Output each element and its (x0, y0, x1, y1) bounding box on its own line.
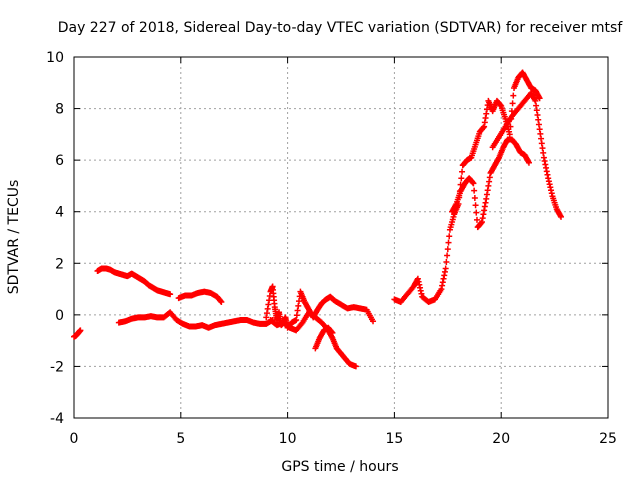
data-point (459, 168, 466, 175)
series-trace-j (489, 90, 535, 151)
data-point (471, 194, 478, 201)
series-trace-a (94, 265, 174, 298)
data-point (472, 202, 479, 209)
series-trace-b (115, 309, 276, 331)
data-point (445, 239, 452, 246)
series-trace-i (528, 90, 565, 220)
data-point (444, 246, 451, 253)
data-point (329, 329, 336, 336)
series-trace-h (449, 136, 532, 231)
x-tick-label: 20 (492, 431, 510, 447)
y-tick-label: 0 (55, 308, 64, 324)
data-point (218, 298, 225, 305)
x-tick-label: 10 (279, 431, 297, 447)
data-point (473, 216, 480, 223)
data-point (77, 327, 84, 334)
series-trace-f (312, 324, 336, 352)
data-point (352, 363, 359, 370)
data-point (506, 131, 513, 138)
data-point (470, 180, 477, 187)
y-tick-label: -4 (50, 411, 64, 427)
data-point (370, 318, 377, 325)
data-point (471, 187, 478, 194)
chart-title: Day 227 of 2018, Sidereal Day-to-day VTE… (58, 20, 624, 36)
data-point (528, 90, 535, 97)
y-tick-label: 6 (55, 153, 64, 169)
data-point (167, 291, 174, 298)
y-tick-label: -2 (50, 359, 64, 375)
plot-frame (73, 56, 609, 419)
data-point (443, 258, 450, 265)
x-tick-labels: 0 5 10 15 20 25 (70, 431, 617, 447)
y-tick-label: 4 (55, 205, 64, 221)
x-tick-label: 0 (70, 431, 79, 447)
data-point (510, 92, 517, 99)
axis-ticks (73, 56, 609, 419)
data-point (446, 233, 453, 240)
x-tick-label: 25 (599, 431, 617, 447)
data-point (509, 100, 516, 107)
series (71, 69, 565, 370)
data-point (458, 175, 465, 182)
data-point (473, 209, 480, 216)
x-tick-label: 15 (385, 431, 403, 447)
grid (74, 57, 608, 418)
y-tick-label: 10 (46, 50, 64, 66)
series-start (71, 327, 84, 340)
data-point (442, 265, 449, 272)
y-tick-labels: -4 -2 0 2 4 6 8 10 (46, 50, 64, 427)
y-axis-label: SDTVAR / TECUs (6, 180, 22, 295)
data-point (444, 252, 451, 259)
y-tick-label: 8 (55, 102, 64, 118)
data-point (558, 213, 565, 220)
x-axis-label: GPS time / hours (281, 459, 398, 475)
y-tick-label: 2 (55, 256, 64, 272)
data-point (525, 159, 532, 166)
x-tick-label: 5 (176, 431, 185, 447)
series-trace-c (175, 288, 225, 305)
data-point (536, 95, 543, 102)
